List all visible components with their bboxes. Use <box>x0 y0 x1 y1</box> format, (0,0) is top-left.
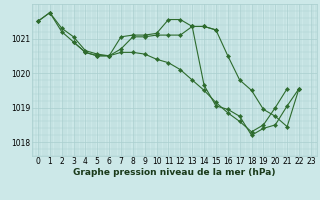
X-axis label: Graphe pression niveau de la mer (hPa): Graphe pression niveau de la mer (hPa) <box>73 168 276 177</box>
